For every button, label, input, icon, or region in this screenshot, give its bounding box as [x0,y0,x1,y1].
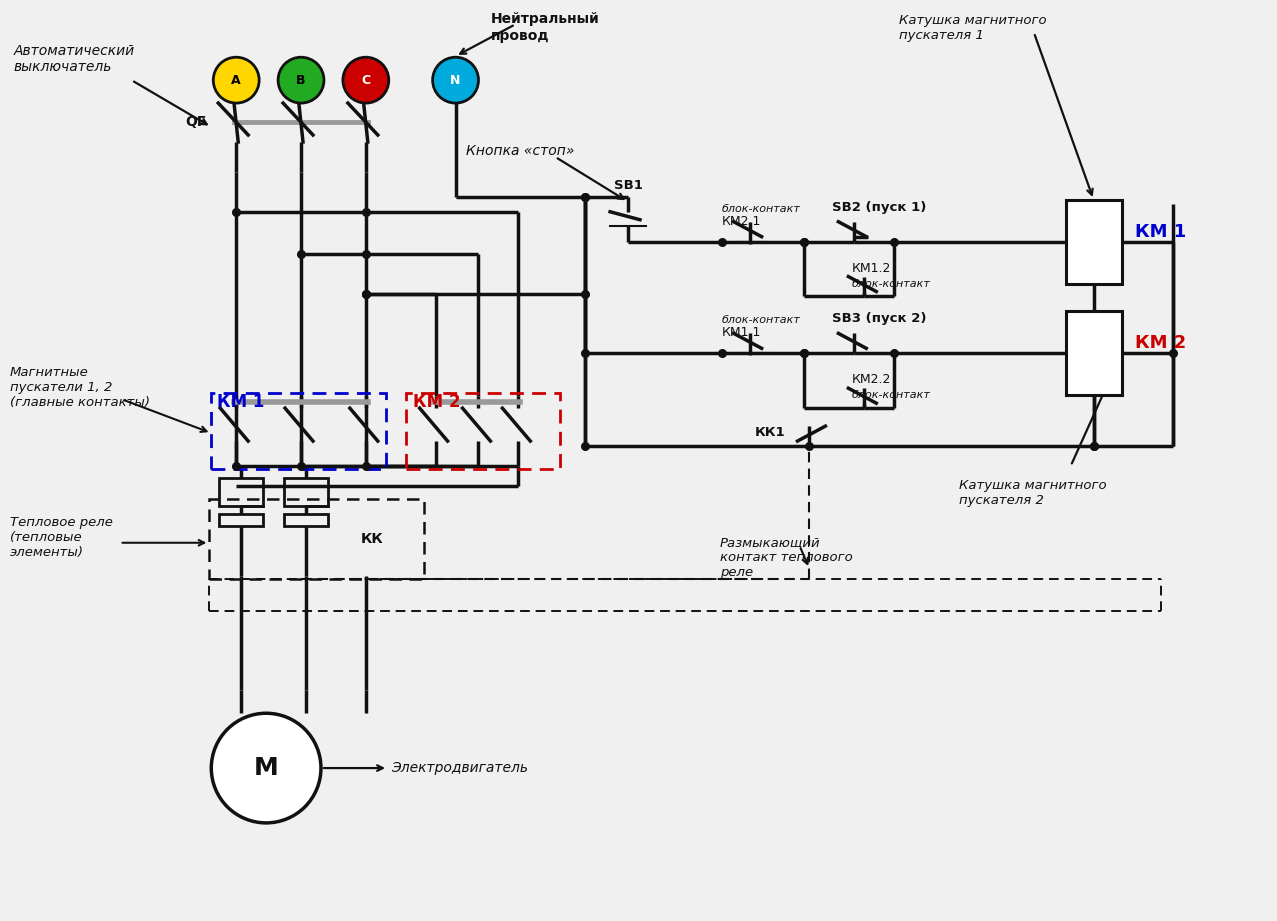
Bar [220,478,263,506]
Circle shape [211,713,321,822]
Text: Тепловое реле
(тепловые
элементы): Тепловое реле (тепловые элементы) [10,516,112,559]
Text: блок-контакт: блок-контакт [722,204,801,214]
Text: B: B [296,74,305,87]
Text: КМ 2: КМ 2 [1135,334,1186,353]
Text: SB2 (пуск 1): SB2 (пуск 1) [833,201,927,214]
Text: SB3 (пуск 2): SB3 (пуск 2) [833,312,927,325]
Text: М: М [254,756,278,780]
Text: КК: КК [361,531,383,546]
Text: блок-контакт: блок-контакт [852,391,930,401]
Bar [1066,200,1121,284]
Text: Размыкающий
контакт теплового
реле: Размыкающий контакт теплового реле [720,536,853,578]
Text: Катушка магнитного
пускателя 2: Катушка магнитного пускателя 2 [959,479,1107,507]
Text: Нейтральный
провод: Нейтральный провод [490,12,599,42]
Circle shape [213,57,259,103]
Circle shape [344,57,388,103]
Bar [283,478,328,506]
Circle shape [278,57,324,103]
Text: КМ 1: КМ 1 [1135,223,1186,240]
Text: блок-контакт: блок-контакт [722,315,801,325]
Text: QF: QF [185,114,207,129]
Text: КМ 1: КМ 1 [217,393,264,411]
Text: КК1: КК1 [755,426,785,438]
Text: Автоматический
выключатель: Автоматический выключатель [14,44,135,75]
Circle shape [433,57,479,103]
Text: SB1: SB1 [613,179,642,192]
Text: N: N [451,74,461,87]
Text: Магнитные
пускатели 1, 2
(главные контакты): Магнитные пускатели 1, 2 (главные контак… [10,367,149,409]
Text: Катушка магнитного
пускателя 1: Катушка магнитного пускателя 1 [899,15,1047,42]
Text: КМ1.2: КМ1.2 [852,262,891,274]
Bar [283,514,328,526]
Text: Кнопка «стоп»: Кнопка «стоп» [466,144,575,158]
Text: КМ 2: КМ 2 [412,393,460,411]
Text: КМ2.1: КМ2.1 [722,215,761,227]
Text: C: C [361,74,370,87]
Text: Электродвигатель: Электродвигатель [324,761,527,775]
Bar [220,514,263,526]
Text: A: A [231,74,241,87]
Bar [1066,311,1121,395]
Text: блок-контакт: блок-контакт [852,278,930,288]
Text: КМ1.1: КМ1.1 [722,326,761,339]
Text: КМ2.2: КМ2.2 [852,373,891,386]
